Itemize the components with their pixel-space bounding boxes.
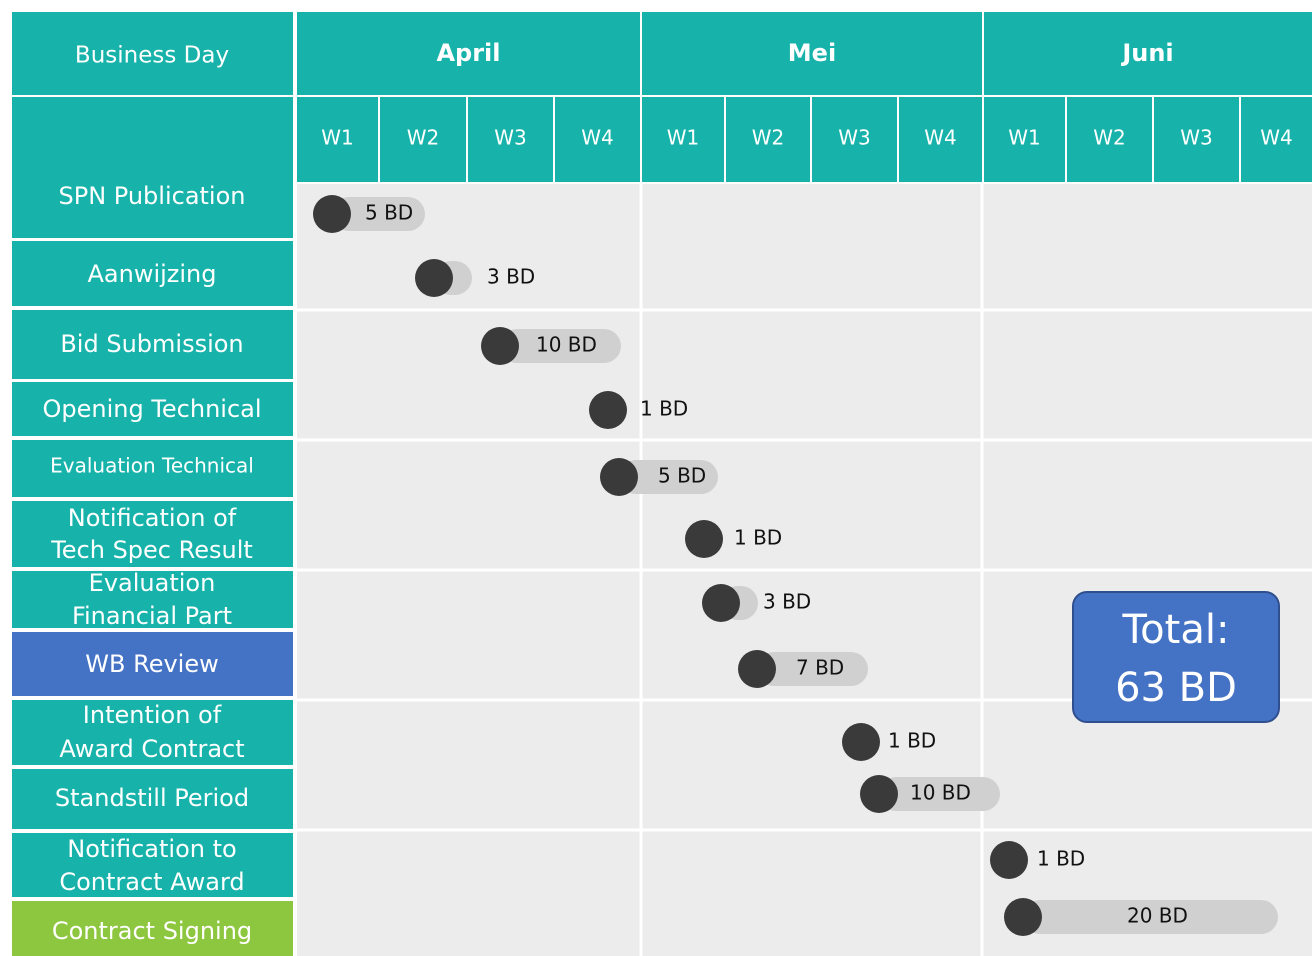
month-cell	[984, 12, 1312, 95]
start-dot	[481, 327, 519, 365]
label: W4	[1260, 126, 1293, 150]
week-cell	[984, 97, 1065, 182]
label: Mei	[788, 39, 836, 67]
start-dot	[1004, 898, 1042, 936]
task-cell	[12, 241, 293, 306]
label: Contract Award	[59, 868, 244, 896]
label: Tech Spec Result	[50, 536, 253, 564]
task-cell	[12, 501, 293, 567]
start-dot	[589, 391, 627, 429]
duration-label: 10 BD	[910, 781, 971, 805]
duration-bar	[500, 329, 621, 363]
label: W1	[321, 126, 354, 150]
month-cell	[642, 12, 982, 95]
label: W1	[667, 126, 700, 150]
label: W4	[581, 126, 614, 150]
task-cell	[12, 769, 293, 829]
duration-label: 3 BD	[763, 590, 811, 614]
week-cell	[1241, 97, 1312, 182]
week-cell	[812, 97, 897, 182]
label: SPN Publication	[59, 182, 246, 210]
label: Standstill Period	[55, 784, 249, 812]
label: Financial Part	[72, 602, 232, 630]
duration-label: 20 BD	[1127, 904, 1188, 928]
month-cell	[297, 12, 640, 95]
duration-label: 1 BD	[1037, 847, 1085, 871]
duration-label: 5 BD	[365, 201, 413, 225]
week-cell	[297, 97, 378, 182]
duration-label: 10 BD	[536, 333, 597, 357]
duration-label: 1 BD	[734, 526, 782, 550]
task-cell	[12, 382, 293, 436]
label: Evaluation	[89, 569, 216, 597]
label: Opening Technical	[42, 395, 261, 423]
task-cell	[12, 97, 293, 238]
duration-bar	[619, 460, 718, 494]
week-cell	[1067, 97, 1152, 182]
week-cell	[726, 97, 810, 182]
label: Contract Signing	[52, 917, 252, 945]
task-cell	[12, 901, 293, 956]
label: W3	[838, 126, 871, 150]
week-cell	[555, 97, 640, 182]
week-cell	[1154, 97, 1239, 182]
label: W3	[494, 126, 527, 150]
start-dot	[990, 841, 1028, 879]
label: Juni	[1120, 39, 1173, 67]
start-dot	[313, 195, 351, 233]
task-cell	[12, 700, 293, 765]
start-dot	[738, 650, 776, 688]
label: W2	[1093, 126, 1126, 150]
label: April	[436, 39, 500, 67]
label: Evaluation Technical	[50, 454, 254, 478]
week-cell	[380, 97, 466, 182]
duration-bar	[757, 652, 868, 686]
duration-bar	[332, 197, 425, 231]
label: W1	[1008, 126, 1041, 150]
task-cell	[12, 440, 293, 497]
label: Award Contract	[59, 735, 244, 763]
label: W4	[924, 126, 957, 150]
duration-bar	[1023, 900, 1278, 934]
task-cell	[12, 310, 293, 379]
label: WB Review	[85, 650, 218, 678]
duration-label: 5 BD	[658, 464, 706, 488]
label: 63 BD	[1115, 665, 1237, 711]
week-cell	[899, 97, 982, 182]
grid-lines	[297, 184, 1312, 956]
label: Notification to	[67, 835, 236, 863]
duration-label: 7 BD	[796, 656, 844, 680]
start-dot	[860, 775, 898, 813]
label: Total:	[1122, 607, 1230, 653]
corner-cell	[12, 12, 293, 95]
total-box	[1072, 591, 1280, 723]
duration-label: 1 BD	[888, 729, 936, 753]
duration-label: 3 BD	[487, 265, 535, 289]
label: W3	[1180, 126, 1213, 150]
label: Bid Submission	[60, 330, 243, 358]
task-cell	[12, 632, 293, 696]
week-cell	[642, 97, 724, 182]
start-dot	[600, 458, 638, 496]
task-cell	[12, 833, 293, 897]
label: W2	[407, 126, 440, 150]
label: Aanwijzing	[87, 260, 216, 288]
label: W2	[752, 126, 785, 150]
start-dot	[685, 520, 723, 558]
week-cell	[468, 97, 553, 182]
duration-label: 1 BD	[640, 397, 688, 421]
start-dot	[702, 584, 740, 622]
label: Notification of	[68, 504, 237, 532]
task-cell	[12, 571, 293, 628]
start-dot	[415, 259, 453, 297]
duration-bar	[879, 777, 1000, 811]
label: Business Day	[75, 43, 229, 69]
start-dot	[842, 723, 880, 761]
label: Intention of	[83, 701, 222, 729]
